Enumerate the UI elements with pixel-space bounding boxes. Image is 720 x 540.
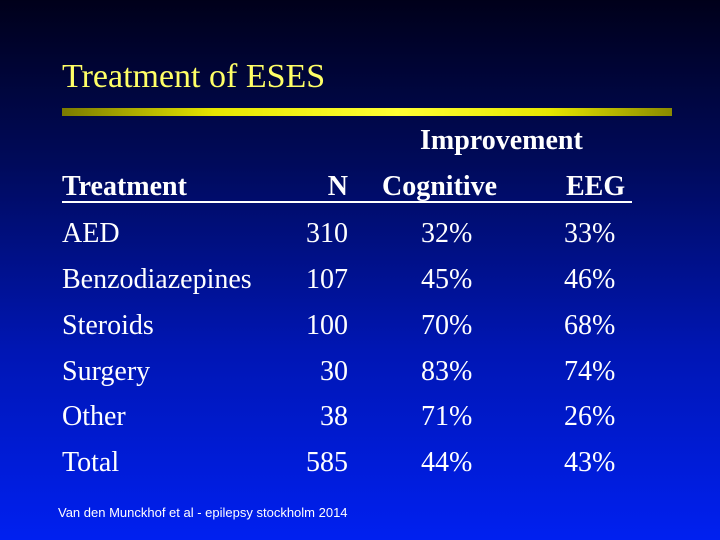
header-eeg: EEG	[542, 173, 632, 203]
cell-n: 585	[306, 447, 348, 478]
cell-cognitive: 83%	[421, 356, 473, 387]
cell-treatment: Surgery	[62, 356, 151, 387]
cell-cognitive: 32%	[421, 218, 473, 249]
improvement-group-header: Improvement	[420, 125, 583, 156]
cell-treatment: Benzodiazepines	[62, 264, 252, 295]
cell-cognitive: 45%	[421, 264, 473, 295]
slide-title: Treatment of ESES	[62, 58, 326, 95]
header-cognitive: Cognitive	[348, 173, 542, 203]
cell-eeg: 46%	[564, 264, 616, 295]
cell-eeg: 68%	[564, 310, 616, 341]
cell-eeg: 74%	[564, 356, 616, 387]
cell-n: 310	[306, 218, 348, 249]
cell-treatment: Other	[62, 401, 126, 432]
cell-eeg: 26%	[564, 401, 616, 432]
cell-eeg: 33%	[564, 218, 616, 249]
title-underline-bar	[62, 108, 672, 116]
cell-treatment: AED	[62, 218, 120, 249]
cell-eeg: 43%	[564, 447, 616, 478]
footnote-citation: Van den Munckhof et al - epilepsy stockh…	[58, 505, 348, 520]
header-treatment: Treatment	[62, 173, 312, 203]
cell-n: 107	[306, 264, 348, 295]
cell-cognitive: 44%	[421, 447, 473, 478]
cell-cognitive: 70%	[421, 310, 473, 341]
cell-treatment: Steroids	[62, 310, 154, 341]
cell-cognitive: 71%	[421, 401, 473, 432]
cell-treatment: Total	[62, 447, 120, 478]
cell-n: 38	[320, 401, 348, 432]
cell-n: 100	[306, 310, 348, 341]
cell-n: 30	[320, 356, 348, 387]
header-n: N	[312, 173, 348, 203]
